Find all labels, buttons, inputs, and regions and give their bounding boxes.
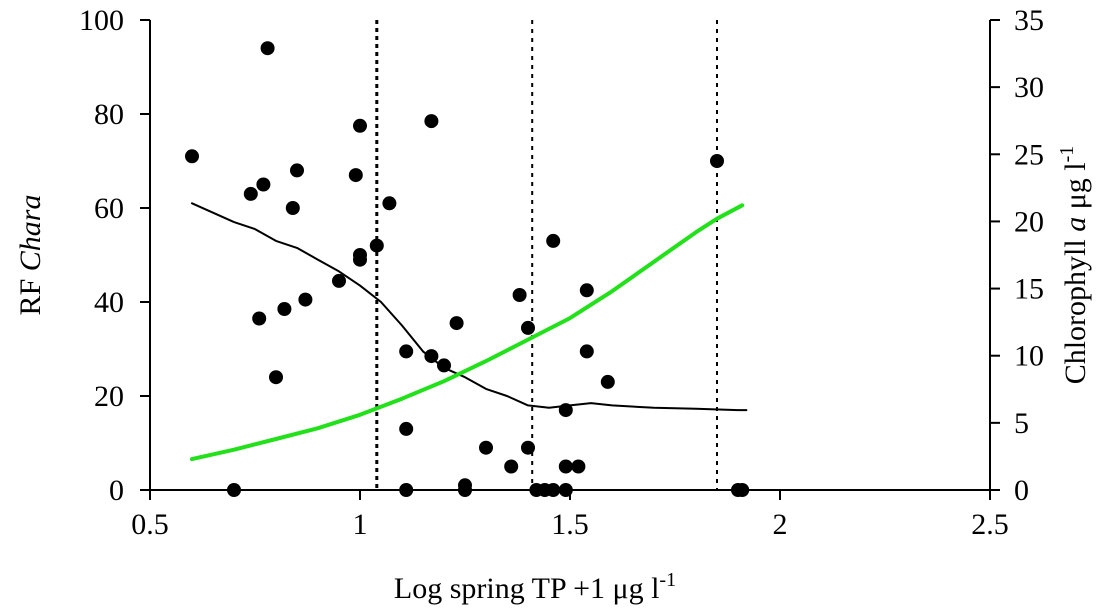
y-axis-right-title-unit: μg l [1059, 162, 1092, 216]
y-axis-right-title-sup: -1 [1056, 146, 1078, 163]
scatter-point [521, 320, 535, 335]
x-axis-title: Log spring TP +1 μg l-1 [394, 569, 676, 605]
scatter-point [558, 403, 573, 418]
x-axis-title-main: Log spring TP +1 μg l [394, 572, 660, 605]
scatter-point [424, 114, 439, 129]
scatter-point [504, 459, 519, 474]
x-tick-label: 1 [353, 508, 368, 541]
scatter-point [437, 358, 451, 373]
x-tick-label: 2.5 [971, 508, 1009, 541]
chlorophyll-line [190, 203, 745, 462]
scatter-point [348, 168, 363, 183]
x-tick-label: 2 [773, 508, 788, 541]
y-left-tick-label: 60 [94, 192, 124, 225]
y-right-tick-label: 30 [1014, 71, 1044, 104]
y-right-tick-label: 35 [1014, 4, 1044, 37]
scatter-point [243, 186, 258, 201]
scatter-point [332, 273, 346, 288]
series-lines [190, 202, 748, 462]
scatter-point [298, 292, 313, 307]
x-axis-title-sup: -1 [659, 569, 676, 591]
scatter-point [260, 41, 275, 56]
y-axis-right-title-main: Chlorophyll [1059, 232, 1092, 385]
scatter-point [353, 252, 367, 267]
y-right-tick-label: 15 [1014, 273, 1044, 306]
scatter-point [353, 118, 367, 133]
x-tick-label: 1.5 [551, 508, 589, 541]
scatter-point [382, 196, 397, 211]
scatter-point [290, 163, 304, 178]
y-axis-right-title-italic: a [1059, 217, 1092, 232]
scatter-point [269, 370, 283, 385]
y-left-tick-label: 100 [79, 4, 124, 37]
scatter-point [252, 311, 267, 326]
scatter-point [369, 238, 384, 253]
vertical-reference-lines [375, 20, 718, 490]
y-right-ticks: 0 5 10 15 20 25 30 35 [990, 4, 1044, 507]
y-right-tick-label: 10 [1014, 340, 1044, 373]
scatter-point [185, 149, 199, 164]
scatter-point [579, 344, 594, 359]
y-right-tick-label: 20 [1014, 205, 1044, 238]
scatter-point [600, 374, 615, 389]
scatter-point [458, 483, 472, 497]
scatter-point [399, 344, 414, 359]
scatter-point [399, 421, 414, 436]
scatter-point [512, 288, 527, 302]
y-right-tick-label: 0 [1014, 474, 1029, 507]
scatter-point [735, 483, 750, 497]
scatter-point [256, 177, 271, 192]
y-axis-left-title-main: RF [14, 271, 47, 315]
scatter-point [571, 459, 586, 474]
y-left-tick-label: 0 [109, 474, 124, 507]
y-left-tick-label: 80 [94, 98, 124, 131]
y-left-tick-label: 20 [94, 380, 124, 413]
y-right-tick-label: 5 [1014, 407, 1029, 440]
scatter-point [424, 349, 439, 364]
scatter-point [399, 483, 414, 497]
scatter-point [558, 483, 573, 497]
scatter-point [277, 302, 292, 316]
scatter-point [521, 440, 535, 455]
scatter-point [579, 283, 594, 298]
x-ticks: 0.5 1 1.5 2 2.5 [131, 490, 1009, 541]
scatter-point [285, 201, 300, 215]
scatter-point [227, 483, 241, 497]
y-left-tick-label: 40 [94, 286, 124, 319]
scatter-point [710, 154, 724, 168]
scatter-point [546, 233, 561, 248]
y-axis-left-title: RF Chara [14, 195, 47, 316]
x-tick-label: 0.5 [131, 508, 169, 541]
scatter-point [479, 440, 493, 455]
scatter-points [185, 41, 750, 497]
scatter-point [449, 316, 464, 331]
scatter-point [546, 483, 561, 497]
y-axis-right-title: Chlorophyll a μg l-1 [1056, 146, 1092, 385]
scatter-point [558, 459, 573, 474]
axes [149, 20, 991, 491]
y-right-tick-label: 25 [1014, 138, 1044, 171]
y-axis-left-title-italic: Chara [14, 195, 47, 272]
y-left-ticks: 0 20 40 60 80 100 [79, 4, 150, 507]
